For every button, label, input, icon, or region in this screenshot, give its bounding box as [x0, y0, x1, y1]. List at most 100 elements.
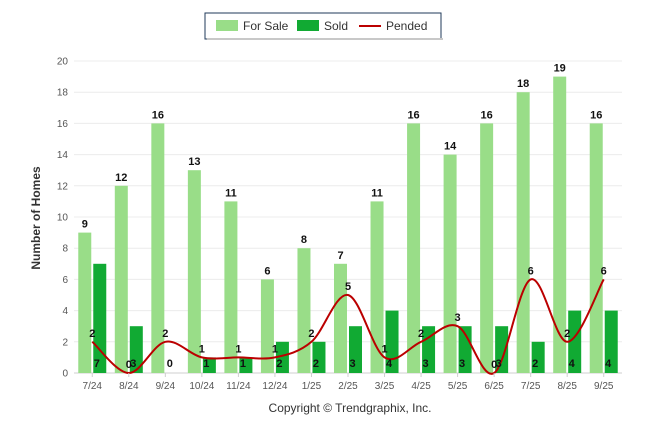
x-tick-label: 5/25	[448, 381, 468, 392]
label-sold: 4	[569, 358, 576, 370]
bars	[78, 76, 618, 374]
bar-for-sale	[553, 76, 567, 373]
legend-label: Pended	[386, 19, 427, 33]
label-for-sale: 16	[590, 109, 602, 121]
x-tick-label: 4/25	[411, 381, 431, 392]
label-pended: 0	[491, 359, 497, 371]
legend-label: For Sale	[243, 19, 289, 33]
bar-for-sale	[370, 201, 384, 373]
bar-for-sale	[151, 123, 165, 374]
label-sold: 7	[94, 358, 100, 370]
pended-series-line	[91, 278, 605, 375]
y-axis-ticks: 0 2 4 6 8 10 12 14 16 18 20	[57, 57, 69, 380]
y-tick-label: 18	[57, 88, 69, 99]
label-pended: 6	[601, 265, 607, 277]
bar-sold	[275, 341, 289, 373]
bar-for-sale	[224, 201, 238, 373]
y-tick-label: 8	[62, 244, 68, 255]
y-tick-label: 14	[57, 150, 69, 161]
y-tick-label: 0	[62, 369, 68, 380]
label-for-sale: 18	[517, 78, 529, 90]
label-for-sale: 14	[444, 141, 457, 153]
label-sold: 4	[605, 358, 612, 370]
label-for-sale: 16	[152, 109, 164, 121]
legend-swatch	[216, 20, 238, 31]
bar-for-sale	[260, 279, 274, 373]
label-pended: 2	[162, 328, 168, 340]
label-sold: 3	[130, 358, 136, 370]
legend-label: Sold	[324, 19, 348, 33]
bar-sold	[202, 357, 216, 373]
x-tick-label: 7/25	[521, 381, 541, 392]
y-tick-label: 4	[62, 306, 68, 317]
label-pended: 6	[528, 265, 534, 277]
bar-for-sale	[114, 185, 128, 373]
label-for-sale: 7	[337, 250, 343, 262]
copyright-credit: Copyright © Trendgraphix, Inc.	[269, 401, 432, 415]
x-tick-label: 9/25	[594, 381, 614, 392]
x-tick-label: 3/25	[375, 381, 395, 392]
bar-sold	[349, 326, 362, 373]
bar-sold	[93, 263, 107, 373]
label-for-sale: 6	[264, 265, 270, 277]
label-pended: 2	[418, 328, 424, 340]
x-tick-label: 2/25	[338, 381, 358, 392]
y-tick-label: 2	[62, 337, 68, 348]
label-for-sale: 11	[371, 187, 383, 199]
y-tick-label: 16	[57, 119, 69, 130]
label-for-sale: 13	[188, 156, 200, 168]
x-tick-label: 12/24	[262, 381, 287, 392]
bar-sold	[312, 341, 326, 373]
bar-for-sale	[589, 123, 603, 374]
label-pended: 2	[89, 328, 95, 340]
label-pended: 1	[199, 343, 205, 355]
y-tick-label: 10	[57, 213, 69, 224]
label-sold: 3	[423, 358, 429, 370]
bar-for-sale	[516, 92, 530, 373]
label-for-sale: 16	[481, 109, 493, 121]
bar-for-sale	[78, 232, 92, 373]
bar-for-sale	[407, 123, 421, 374]
label-sold: 3	[349, 358, 355, 370]
label-sold: 1	[203, 358, 209, 370]
x-tick-label: 10/24	[189, 381, 214, 392]
label-for-sale: 16	[407, 109, 419, 121]
x-tick-label: 8/25	[557, 381, 577, 392]
label-pended: 2	[564, 328, 570, 340]
x-tick-label: 8/24	[119, 381, 139, 392]
label-pended: 2	[308, 328, 314, 340]
x-tick-label: 9/24	[156, 381, 176, 392]
y-tick-label: 12	[57, 181, 69, 192]
label-sold: 2	[276, 358, 282, 370]
label-sold: 1	[240, 358, 246, 370]
bar-for-sale	[297, 248, 311, 373]
bar-sold	[604, 310, 618, 373]
label-sold: 0	[167, 358, 173, 370]
label-sold: 2	[313, 358, 319, 370]
legend: For Sale Sold Pended	[204, 12, 443, 40]
label-pended: 1	[381, 343, 387, 355]
label-for-sale: 8	[301, 234, 307, 246]
label-for-sale: 12	[115, 172, 127, 184]
label-pended: 1	[272, 343, 278, 355]
bar-for-sale	[480, 123, 494, 374]
x-tick-label: 1/25	[302, 381, 322, 392]
label-pended: 1	[235, 343, 241, 355]
bar-sold	[495, 326, 509, 373]
bar-for-sale	[187, 170, 201, 373]
label-sold: 4	[386, 358, 393, 370]
label-pended: 0	[126, 359, 132, 371]
label-sold: 3	[496, 358, 502, 370]
label-for-sale: 19	[554, 63, 566, 75]
label-sold: 2	[532, 358, 538, 370]
data-labels: 9712316013111162827311416314316318219416…	[82, 63, 612, 371]
legend-shadow	[207, 38, 443, 40]
label-for-sale: 11	[225, 187, 237, 199]
label-for-sale: 9	[82, 219, 88, 231]
y-tick-label: 20	[57, 57, 69, 68]
bar-sold	[568, 310, 582, 373]
label-sold: 3	[459, 358, 465, 370]
bar-for-sale	[443, 154, 457, 373]
legend-box	[204, 12, 442, 40]
